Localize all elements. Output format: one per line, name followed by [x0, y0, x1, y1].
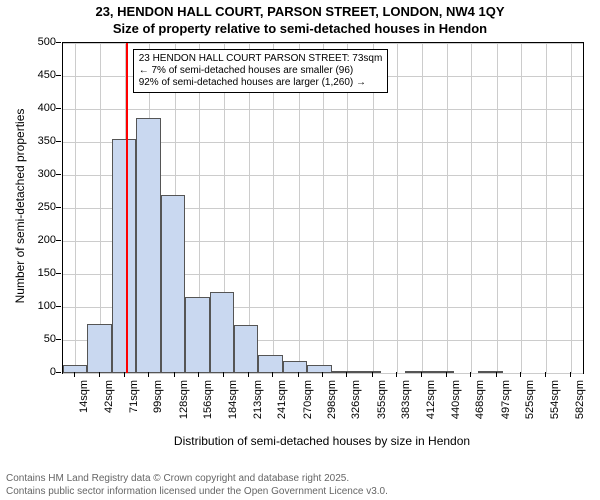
- histogram-bar: [258, 355, 282, 373]
- ytick-label: 350: [16, 135, 56, 147]
- gridline-v: [571, 43, 572, 373]
- histogram-bar: [478, 371, 502, 373]
- xtick-label: 497sqm: [500, 380, 512, 440]
- xtick-mark: [272, 372, 273, 377]
- histogram-bar: [405, 371, 429, 373]
- xtick-label: 213sqm: [252, 380, 264, 440]
- xtick-mark: [470, 372, 471, 377]
- xtick-label: 355sqm: [376, 380, 388, 440]
- histogram-bar: [112, 139, 136, 373]
- ytick-label: 300: [16, 168, 56, 180]
- gridline-v: [397, 43, 398, 373]
- xtick-mark: [372, 372, 373, 377]
- histogram-bar: [87, 324, 111, 374]
- histogram-bar: [283, 361, 307, 373]
- xtick-mark: [74, 372, 75, 377]
- xtick-label: 582sqm: [574, 380, 586, 440]
- histogram-bar: [429, 371, 453, 373]
- xtick-mark: [545, 372, 546, 377]
- xtick-label: 468sqm: [474, 380, 486, 440]
- xtick-mark: [174, 372, 175, 377]
- xtick-label: 298sqm: [326, 380, 338, 440]
- gridline-v: [75, 43, 76, 373]
- annotation-line3: 92% of semi-detached houses are larger (…: [139, 77, 383, 89]
- xtick-mark: [346, 372, 347, 377]
- xtick-mark: [298, 372, 299, 377]
- xtick-mark: [396, 372, 397, 377]
- ytick-label: 500: [16, 36, 56, 48]
- xtick-mark: [223, 372, 224, 377]
- xtick-label: 128sqm: [178, 380, 190, 440]
- xtick-mark: [198, 372, 199, 377]
- footer-line1: Contains HM Land Registry data © Crown c…: [6, 473, 388, 486]
- xtick-label: 383sqm: [400, 380, 412, 440]
- histogram-bar: [136, 118, 160, 373]
- gridline-v: [546, 43, 547, 373]
- xtick-mark: [148, 372, 149, 377]
- xtick-label: 326sqm: [350, 380, 362, 440]
- xtick-label: 554sqm: [549, 380, 561, 440]
- xtick-label: 525sqm: [524, 380, 536, 440]
- xtick-mark: [421, 372, 422, 377]
- xtick-mark: [99, 372, 100, 377]
- gridline-v: [521, 43, 522, 373]
- ytick-label: 200: [16, 234, 56, 246]
- xtick-label: 440sqm: [450, 380, 462, 440]
- xtick-mark: [248, 372, 249, 377]
- xtick-label: 14sqm: [78, 380, 90, 440]
- xtick-label: 412sqm: [425, 380, 437, 440]
- histogram-bar: [307, 365, 331, 373]
- reference-line: [126, 43, 128, 373]
- histogram-bar: [63, 365, 87, 373]
- gridline-v: [422, 43, 423, 373]
- ytick-label: 150: [16, 267, 56, 279]
- xtick-label: 71sqm: [128, 380, 140, 440]
- xtick-mark: [446, 372, 447, 377]
- xtick-mark: [124, 372, 125, 377]
- plot-area: 23 HENDON HALL COURT PARSON STREET: 73sq…: [62, 42, 584, 374]
- ytick-label: 450: [16, 69, 56, 81]
- xtick-label: 184sqm: [227, 380, 239, 440]
- ytick-label: 400: [16, 102, 56, 114]
- histogram-bar: [185, 297, 209, 373]
- xtick-label: 241sqm: [276, 380, 288, 440]
- gridline-v: [497, 43, 498, 373]
- ytick-label: 250: [16, 201, 56, 213]
- xtick-label: 42sqm: [103, 380, 115, 440]
- xtick-mark: [496, 372, 497, 377]
- xtick-mark: [322, 372, 323, 377]
- gridline-h: [63, 373, 583, 374]
- footer-attribution: Contains HM Land Registry data © Crown c…: [6, 473, 388, 498]
- gridline-v: [447, 43, 448, 373]
- histogram-bar: [210, 292, 234, 373]
- histogram-bar: [332, 371, 356, 373]
- ytick-label: 100: [16, 300, 56, 312]
- footer-line2: Contains public sector information licen…: [6, 486, 388, 499]
- chart-area: 23 HENDON HALL COURT PARSON STREET: 73sq…: [0, 0, 600, 460]
- xtick-label: 156sqm: [202, 380, 214, 440]
- xtick-label: 270sqm: [302, 380, 314, 440]
- xtick-label: 99sqm: [152, 380, 164, 440]
- gridline-v: [471, 43, 472, 373]
- annotation-line2: ← 7% of semi-detached houses are smaller…: [139, 65, 383, 77]
- histogram-bar: [234, 325, 258, 373]
- xtick-mark: [570, 372, 571, 377]
- annotation-line1: 23 HENDON HALL COURT PARSON STREET: 73sq…: [139, 53, 383, 65]
- xtick-mark: [520, 372, 521, 377]
- histogram-bar: [356, 371, 380, 373]
- ytick-label: 0: [16, 366, 56, 378]
- ytick-label: 50: [16, 333, 56, 345]
- annotation-box: 23 HENDON HALL COURT PARSON STREET: 73sq…: [133, 49, 389, 93]
- histogram-bar: [161, 195, 185, 373]
